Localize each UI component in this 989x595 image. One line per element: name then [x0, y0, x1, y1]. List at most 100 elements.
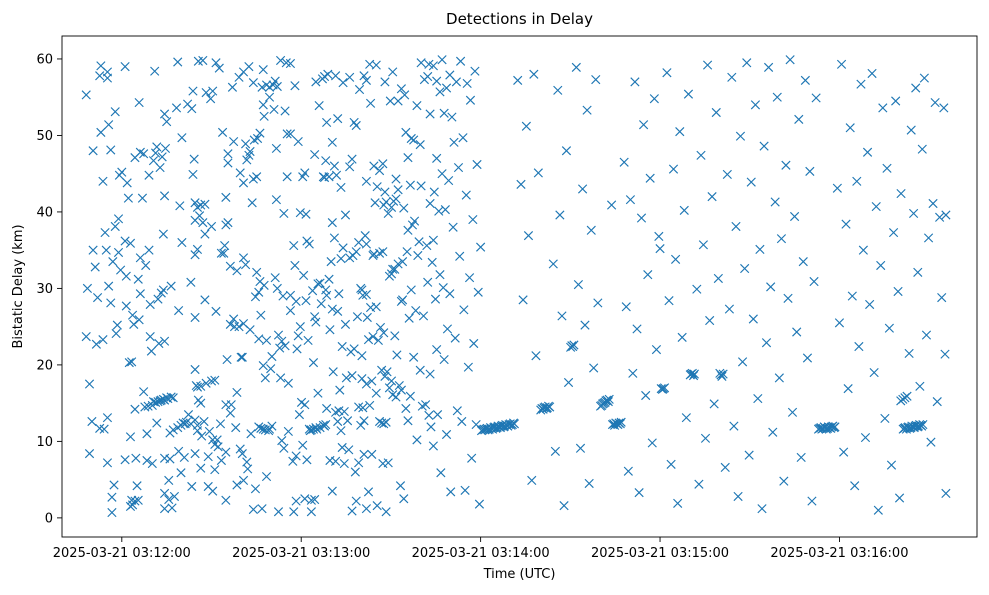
detection-marker [363, 335, 374, 345]
detection-marker [836, 59, 847, 69]
detection-marker [429, 187, 439, 197]
detection-marker [87, 416, 97, 427]
detection-marker [772, 92, 782, 102]
detection-marker [445, 289, 455, 299]
detection-marker [339, 406, 349, 417]
detection-marker [776, 234, 787, 244]
detection-marker [306, 507, 316, 517]
detection-marker [210, 375, 220, 385]
detection-marker [229, 136, 239, 147]
detection-marker [416, 181, 426, 191]
detection-marker [293, 331, 303, 341]
detection-marker [918, 419, 928, 430]
detection-marker [206, 94, 216, 104]
detection-marker [177, 133, 187, 143]
detection-marker [647, 438, 657, 448]
detection-marker [865, 299, 875, 310]
detection-marker [367, 376, 377, 386]
detection-marker [548, 259, 558, 269]
detection-marker [315, 278, 325, 288]
detection-marker [696, 150, 706, 160]
detection-marker [882, 163, 892, 173]
detection-marker [324, 274, 334, 284]
detection-marker [379, 419, 389, 429]
detection-marker [372, 501, 382, 511]
detection-marker [271, 143, 282, 154]
detection-marker [911, 83, 921, 93]
detection-marker [632, 324, 642, 334]
detection-marker [930, 97, 940, 108]
detection-marker [372, 182, 382, 192]
detection-marker [288, 456, 298, 466]
detection-marker [700, 433, 711, 443]
detection-marker [363, 487, 374, 497]
detection-marker [200, 199, 210, 209]
detection-marker [453, 162, 464, 173]
detection-marker [339, 458, 349, 469]
detection-marker [261, 471, 272, 482]
detection-marker [190, 198, 200, 208]
detection-marker [396, 385, 406, 395]
detection-marker [871, 201, 881, 212]
detection-marker [867, 68, 877, 79]
detection-marker [91, 339, 101, 349]
detection-marker [458, 133, 468, 143]
detection-marker [222, 354, 232, 365]
detection-marker [240, 139, 251, 149]
detection-marker [403, 153, 413, 163]
detection-marker [359, 449, 369, 459]
detection-marker [206, 221, 217, 232]
detection-marker [354, 458, 364, 468]
detection-marker [449, 137, 459, 147]
detection-marker [702, 60, 713, 70]
y-tick-label: 50 [36, 129, 53, 144]
detection-marker [247, 198, 257, 208]
detection-marker [250, 292, 261, 302]
detection-marker [272, 283, 282, 294]
detection-marker [237, 352, 247, 362]
detection-marker [257, 82, 267, 92]
detection-marker [357, 351, 367, 361]
detection-marker [421, 400, 431, 410]
detection-marker [391, 174, 401, 184]
detection-marker [553, 85, 563, 95]
detection-marker [169, 491, 180, 502]
detection-marker [336, 253, 346, 264]
detection-marker [300, 168, 310, 178]
detection-marker [162, 117, 172, 127]
detection-marker [718, 369, 728, 379]
detection-marker [425, 369, 435, 379]
detection-marker [860, 432, 871, 443]
detection-marker [561, 146, 572, 156]
detection-marker [269, 104, 279, 115]
detection-marker [290, 81, 300, 91]
detection-marker [282, 172, 292, 182]
detection-marker [461, 190, 471, 200]
detection-marker [291, 496, 301, 506]
detection-marker [761, 338, 772, 348]
detection-marker [394, 380, 404, 391]
detection-marker [277, 336, 287, 346]
detection-marker [264, 92, 275, 102]
detection-marker [468, 214, 478, 225]
detection-marker [113, 247, 124, 258]
detection-marker [321, 156, 331, 166]
detection-marker [811, 93, 821, 103]
detection-marker [248, 504, 258, 515]
detection-marker [893, 286, 903, 297]
detection-marker [106, 145, 116, 155]
detection-marker [133, 495, 143, 505]
detection-marker [168, 425, 178, 435]
detection-marker [352, 312, 363, 322]
detection-marker [164, 475, 174, 486]
detection-marker [342, 416, 353, 426]
detection-marker [880, 413, 890, 424]
detection-marker [852, 176, 862, 186]
detection-marker [311, 77, 321, 87]
detection-marker [310, 312, 320, 322]
detection-marker [291, 451, 301, 461]
detection-marker [378, 247, 388, 257]
detection-marker [463, 362, 473, 372]
detection-marker [390, 264, 400, 274]
detection-marker [279, 208, 289, 219]
